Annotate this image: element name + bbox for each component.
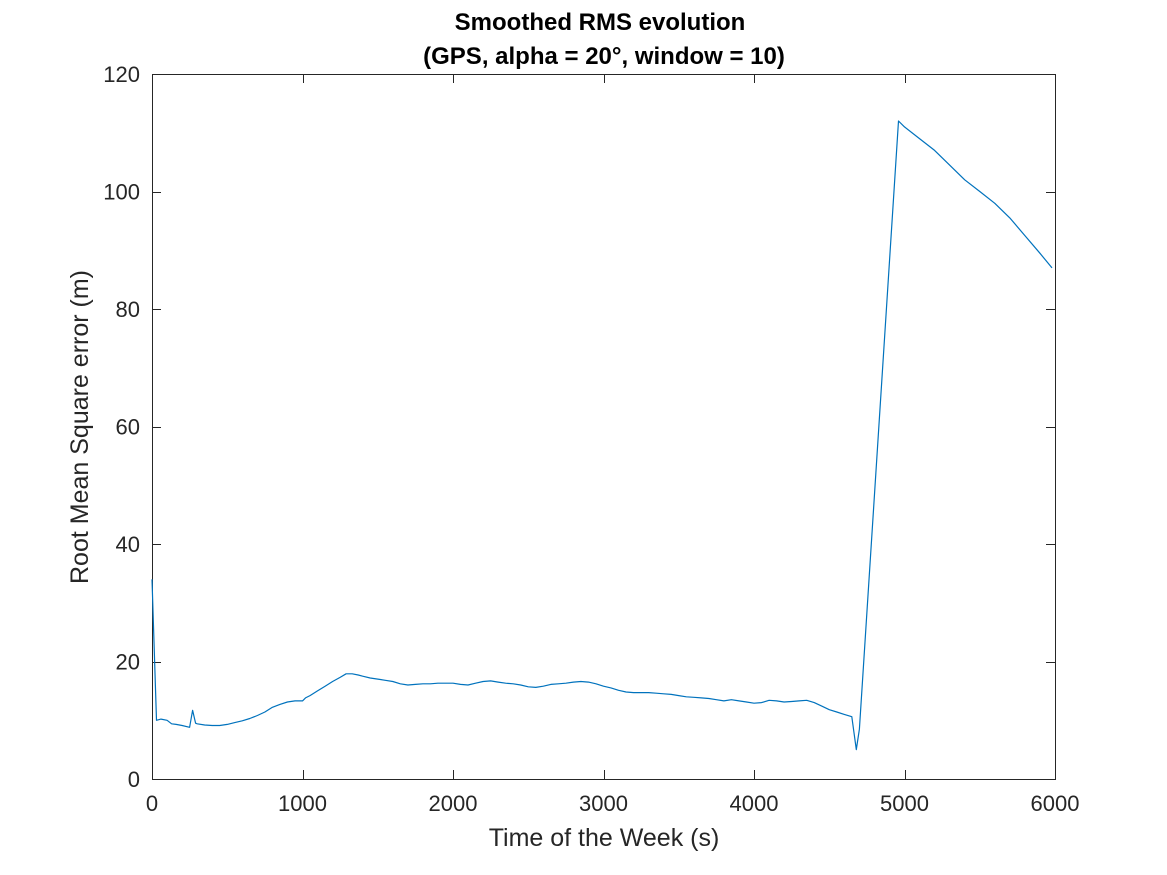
chart-title: Smoothed RMS evolution: [455, 9, 746, 36]
y-tick-label: 120: [103, 62, 140, 87]
x-tick-label: 1000: [278, 791, 327, 816]
x-tick-label: 4000: [730, 791, 779, 816]
x-tick-label: 0: [146, 791, 158, 816]
y-tick-label: 0: [128, 767, 140, 792]
y-axis: 0 20 40 60 80 100 120: [103, 62, 1055, 792]
x-tick-label: 2000: [429, 791, 478, 816]
y-tick-label: 80: [116, 297, 140, 322]
y-tick-label: 40: [116, 532, 140, 557]
x-axis-label: Time of the Week (s): [489, 824, 720, 852]
x-tick-label: 3000: [579, 791, 628, 816]
y-tick-label: 100: [103, 180, 140, 205]
plot-box: [152, 74, 1056, 780]
chart-subtitle: (GPS, alpha = 20°, window = 10): [423, 43, 785, 70]
y-axis-label: Root Mean Square error (m): [66, 270, 94, 584]
y-tick-label: 20: [116, 650, 140, 675]
x-tick-label: 6000: [1031, 791, 1080, 816]
x-tick-label: 5000: [880, 791, 929, 816]
series-line: [151, 120, 1053, 751]
series-layer: [151, 120, 1053, 751]
x-axis: 0 1000 2000 3000 4000 5000 6000: [146, 74, 1080, 816]
plot-area: [152, 74, 1056, 780]
y-tick-label: 60: [116, 415, 140, 440]
